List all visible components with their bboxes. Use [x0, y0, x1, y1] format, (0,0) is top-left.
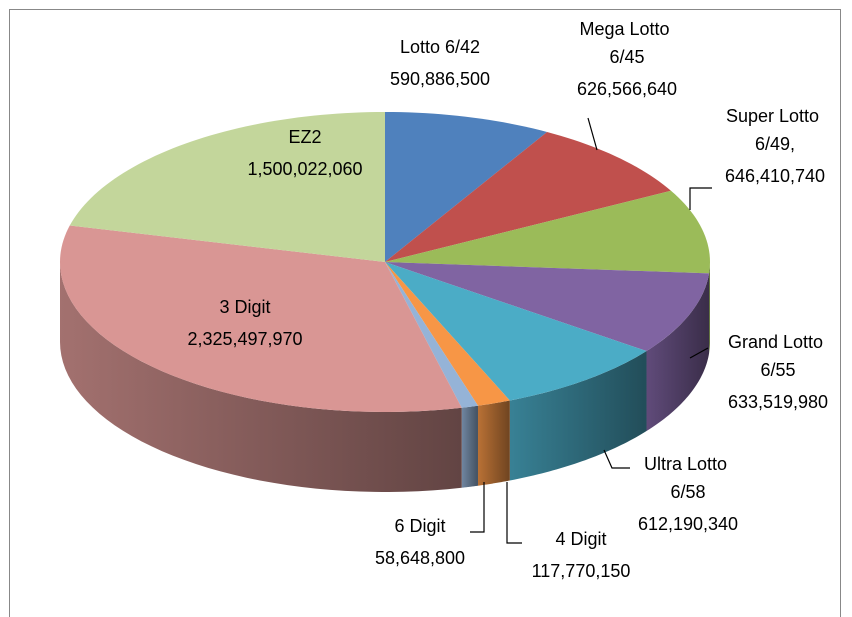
leader-line [689, 347, 709, 359]
category-label: Mega Lotto 6/45 [579, 19, 674, 67]
leader-line [603, 449, 630, 469]
pie-slice [385, 262, 478, 408]
pie-slice [385, 262, 647, 401]
pie-slice [69, 112, 385, 262]
pie-slice [385, 262, 710, 352]
slice-side [509, 351, 647, 481]
chart-frame [9, 9, 841, 617]
category-label: 4 Digit [555, 529, 606, 549]
category-label: Grand Lotto 6/55 [728, 332, 828, 380]
category-label: 6 Digit [394, 516, 445, 536]
pie-walls [60, 262, 710, 492]
category-label: 3 Digit [219, 297, 270, 317]
leader-line [689, 187, 712, 210]
value-label: 2,325,497,970 [187, 329, 302, 349]
category-label: Super Lotto 6/49, [726, 106, 824, 154]
slice-side [461, 405, 478, 488]
category-label: EZ2 [288, 127, 321, 147]
leader-line [470, 482, 485, 533]
value-label: 612,190,340 [638, 514, 738, 534]
value-label: 646,410,740 [725, 166, 825, 186]
category-label: Lotto 6/42 [400, 37, 480, 57]
slice-side [709, 262, 710, 354]
pie-slice [385, 112, 548, 262]
category-label: Ultra Lotto 6/58 [644, 454, 732, 502]
value-label: 117,770,150 [532, 561, 631, 581]
value-label: 626,566,640 [577, 79, 677, 99]
pie-tops [60, 112, 710, 412]
slice-side [646, 273, 710, 432]
pie-slice [60, 225, 462, 412]
leader-line [506, 482, 522, 544]
value-label: 1,500,022,060 [247, 159, 362, 179]
pie-slice [385, 190, 710, 274]
value-label: 590,886,500 [390, 69, 490, 89]
slice-side [60, 262, 462, 492]
value-label: 58,648,800 [375, 548, 465, 568]
slice-side [477, 400, 510, 486]
pie-labels: Lotto 6/42 590,886,500 Mega Lotto 6/45 626,… [187, 19, 828, 581]
leader-line [587, 117, 598, 151]
value-label: 633,519,980 [728, 392, 828, 412]
pie-slice [385, 131, 671, 262]
pie-slice [385, 262, 510, 406]
